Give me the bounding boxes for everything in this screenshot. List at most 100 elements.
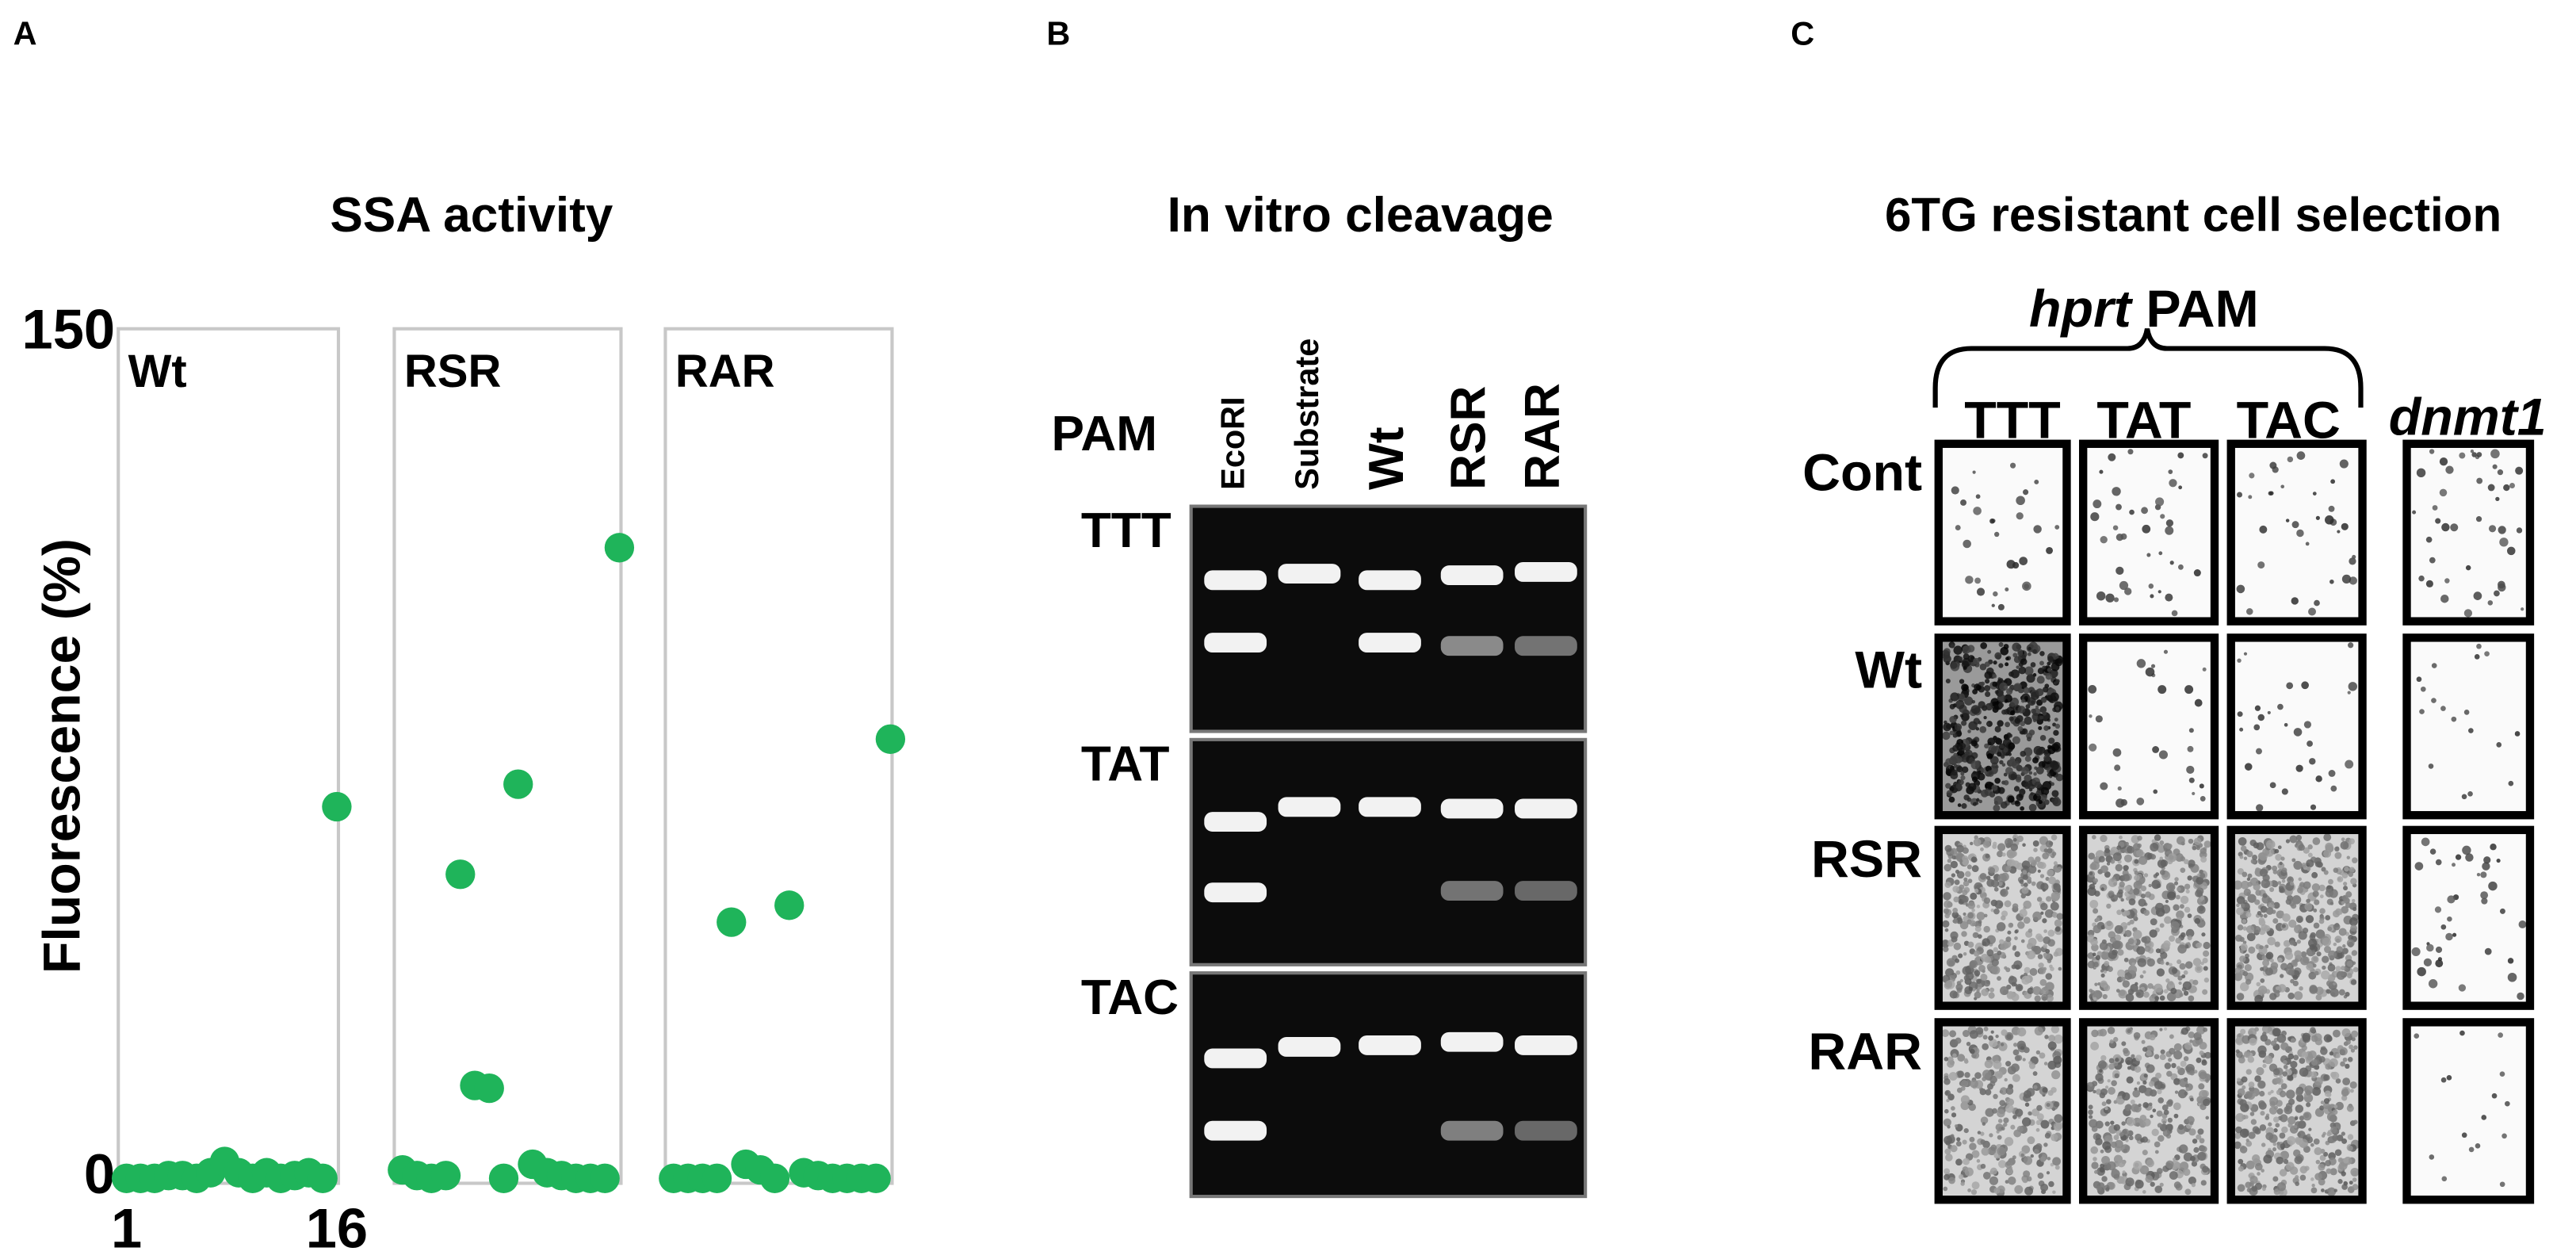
cell bbox=[2285, 1069, 2292, 1076]
cell bbox=[2142, 1190, 2146, 1194]
cell bbox=[2144, 1087, 2154, 1096]
cell bbox=[1947, 859, 1952, 863]
cell bbox=[2043, 943, 2048, 949]
cell bbox=[2187, 935, 2192, 941]
cell bbox=[2007, 1176, 2016, 1185]
cell bbox=[2132, 930, 2142, 939]
cell bbox=[2015, 800, 2020, 805]
cell bbox=[2346, 855, 2350, 859]
cell bbox=[2431, 663, 2437, 668]
cell bbox=[2006, 1098, 2015, 1106]
cell bbox=[1997, 843, 2006, 851]
lane-label: Wt bbox=[1359, 427, 1414, 489]
cell bbox=[2021, 975, 2031, 985]
cell bbox=[2058, 966, 2062, 971]
cell bbox=[2178, 981, 2182, 985]
cell-image-frame bbox=[1934, 1018, 2071, 1204]
cell bbox=[2093, 499, 2102, 509]
cell bbox=[2182, 981, 2192, 990]
cell bbox=[1978, 701, 1986, 709]
cell bbox=[2258, 917, 2265, 924]
cell-image-frame bbox=[2079, 825, 2219, 1010]
cell bbox=[2295, 834, 2303, 841]
cell bbox=[2048, 1035, 2056, 1043]
cell-image bbox=[1934, 825, 2071, 1010]
cell bbox=[2329, 1058, 2338, 1067]
cell bbox=[2135, 989, 2145, 998]
cell bbox=[2167, 1099, 2173, 1105]
cell bbox=[2021, 860, 2031, 870]
cell bbox=[2134, 1066, 2142, 1073]
cell bbox=[2106, 903, 2112, 909]
cell bbox=[2100, 969, 2104, 973]
cell-image-frame bbox=[1934, 633, 2071, 820]
cell bbox=[2003, 772, 2008, 777]
cell bbox=[2024, 966, 2031, 974]
cell bbox=[2261, 1187, 2266, 1192]
cell bbox=[2299, 985, 2303, 991]
cell bbox=[2165, 978, 2170, 983]
cell bbox=[2347, 1134, 2354, 1140]
cell bbox=[2021, 1117, 2031, 1127]
cell bbox=[2265, 840, 2276, 849]
cell bbox=[2187, 875, 2192, 881]
cell bbox=[2054, 926, 2061, 932]
cell bbox=[2275, 1077, 2281, 1084]
cell bbox=[2093, 908, 2099, 914]
y-axis-label: Fluorescence (%) bbox=[32, 538, 91, 974]
cell bbox=[1944, 928, 1949, 932]
cell bbox=[2260, 1111, 2265, 1116]
cell bbox=[2005, 1104, 2014, 1113]
cell bbox=[2099, 1028, 2108, 1037]
cell bbox=[2245, 912, 2252, 918]
cell bbox=[2141, 1136, 2148, 1143]
cell bbox=[1956, 1137, 1961, 1142]
cell bbox=[2265, 951, 2274, 960]
cell bbox=[2169, 1171, 2178, 1181]
cell bbox=[2015, 983, 2024, 992]
gel-band bbox=[1204, 882, 1267, 903]
cell bbox=[2114, 924, 2123, 934]
cell bbox=[2303, 721, 2312, 729]
cell bbox=[1971, 1181, 1980, 1190]
cell bbox=[2257, 985, 2268, 995]
cell-image bbox=[2226, 1018, 2367, 1204]
cell bbox=[1970, 760, 1980, 770]
cell bbox=[2179, 962, 2186, 970]
cell bbox=[2091, 1161, 2099, 1169]
cell bbox=[2128, 898, 2136, 905]
cell bbox=[2177, 564, 2184, 570]
cell bbox=[2150, 664, 2156, 668]
cell bbox=[1956, 844, 1965, 853]
cell bbox=[1991, 959, 1999, 966]
cell bbox=[2251, 1154, 2261, 1163]
cell bbox=[2200, 895, 2205, 901]
cell bbox=[2042, 1087, 2048, 1093]
cell bbox=[1943, 1135, 1953, 1145]
cell bbox=[2052, 1190, 2056, 1194]
cell bbox=[2012, 946, 2016, 951]
cell bbox=[2094, 982, 2098, 986]
cell bbox=[2054, 1114, 2063, 1123]
cell bbox=[1998, 1160, 2007, 1169]
cell bbox=[1970, 1189, 1978, 1196]
cell bbox=[2440, 1077, 2447, 1083]
cell bbox=[2122, 874, 2131, 882]
cell bbox=[2022, 874, 2028, 880]
cell bbox=[2125, 1056, 2134, 1066]
cell bbox=[2050, 1025, 2060, 1034]
cell bbox=[2192, 1039, 2200, 1047]
cell bbox=[2497, 469, 2504, 476]
cell bbox=[1994, 737, 2001, 744]
cell bbox=[2124, 587, 2132, 595]
cell bbox=[2110, 859, 2115, 864]
cell bbox=[2020, 1046, 2025, 1050]
cell bbox=[2254, 899, 2261, 905]
cell bbox=[2055, 706, 2060, 711]
cell-image-frame bbox=[2226, 439, 2367, 626]
cell bbox=[2043, 929, 2047, 933]
cell-image-frame bbox=[2079, 633, 2219, 820]
cell bbox=[1967, 729, 1971, 733]
cell bbox=[2480, 891, 2489, 900]
cell bbox=[2008, 733, 2012, 738]
